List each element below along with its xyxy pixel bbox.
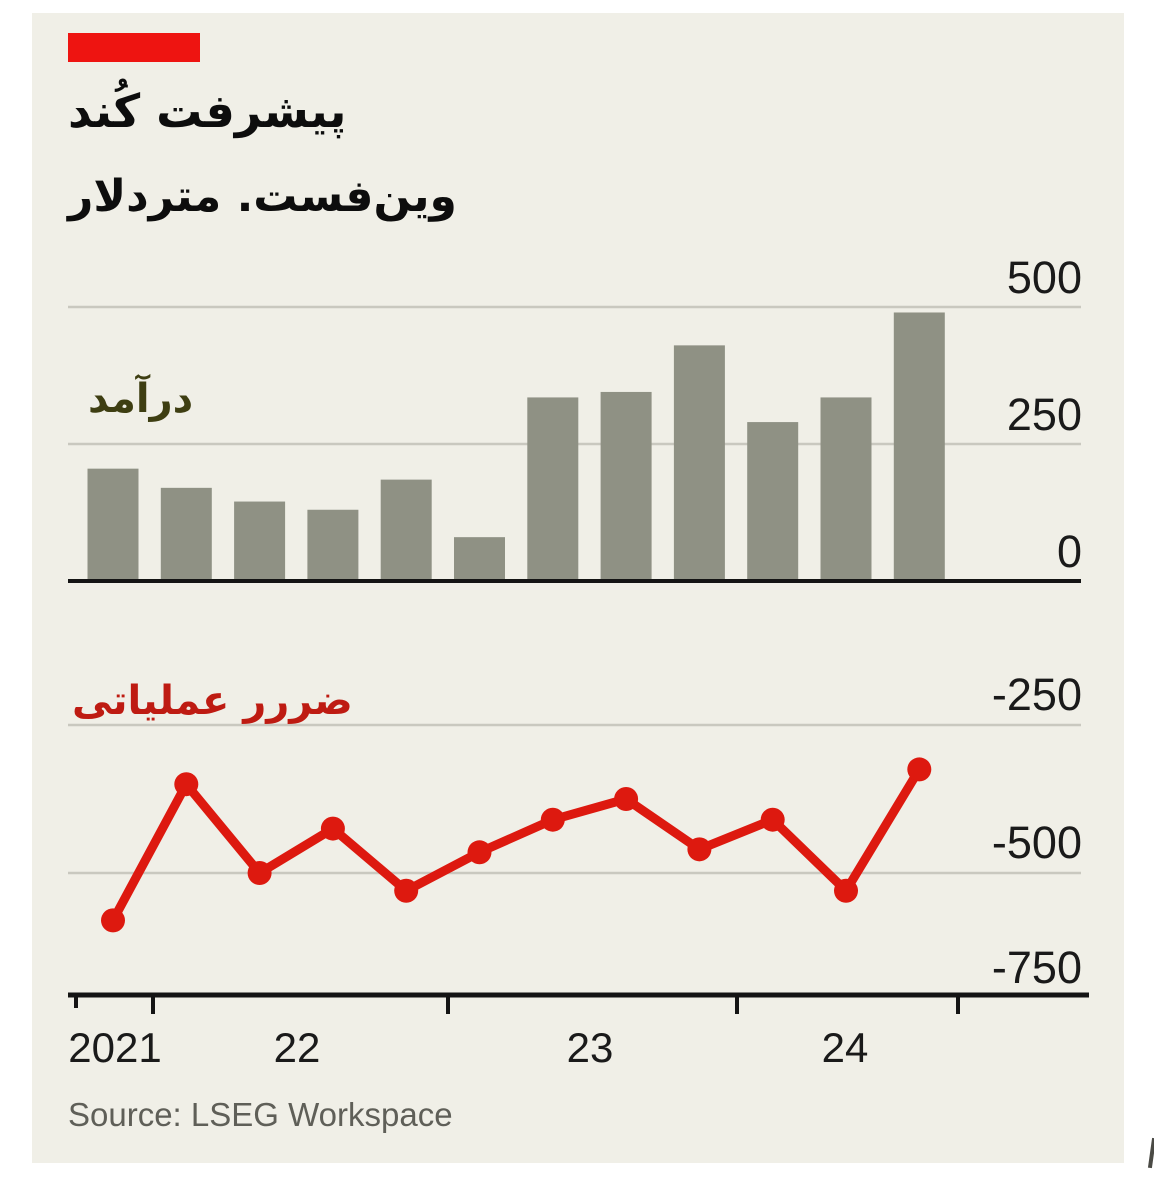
point-2022 Q2: [247, 861, 272, 885]
chart-panel: [32, 13, 1124, 1163]
bar-2023 Q4: [673, 345, 725, 583]
svg-text:-750: -750: [992, 942, 1082, 993]
bar-2023 Q3: [600, 391, 652, 583]
bar-2024 Q2: [820, 397, 872, 583]
svg-text:22: 22: [274, 1024, 321, 1071]
point-2022 Q4: [394, 878, 419, 903]
bar-2021 Q4: [87, 468, 139, 583]
point-2023 Q2: [540, 807, 565, 832]
chart-subtitle: وین‌فست. متردلار: [68, 171, 457, 222]
point-2022 Q3: [320, 816, 345, 841]
bar-2022 Q1: [160, 487, 212, 583]
svg-text:2021: 2021: [68, 1024, 161, 1071]
bar-2023 Q2: [527, 397, 579, 583]
source-credit: Source: LSEG Workspace: [68, 1096, 453, 1133]
point-2023 Q3: [614, 787, 639, 811]
point-2023 Q1: [467, 840, 492, 865]
svg-text:0: 0: [1057, 526, 1082, 577]
svg-text:23: 23: [567, 1024, 614, 1071]
svg-text:250: 250: [1007, 389, 1082, 440]
svg-text:24: 24: [822, 1024, 869, 1071]
bar-2022 Q3: [307, 509, 359, 583]
point-2021 Q4: [101, 908, 125, 933]
point-2022 Q1: [174, 772, 199, 797]
point-2024 Q3: [907, 757, 932, 782]
svg-text:-250: -250: [992, 669, 1082, 720]
bar-2024 Q3: [893, 312, 945, 583]
bar-2022 Q2: [234, 501, 286, 583]
bar-2022 Q4: [380, 479, 432, 583]
revenue-series-label: درآمد: [88, 376, 194, 422]
bar-2023 Q1: [454, 537, 505, 583]
loss-series-label: ضررر عملیاتی: [72, 678, 353, 724]
point-2024 Q2: [834, 878, 858, 903]
bar-2024 Q1: [747, 422, 799, 583]
point-2023 Q4: [687, 837, 712, 862]
svg-text:-500: -500: [992, 817, 1082, 868]
brand-tag: [68, 33, 200, 62]
point-2024 Q1: [760, 807, 785, 832]
chart-title: پیشرفت کُند: [68, 84, 347, 138]
svg-text:500: 500: [1007, 252, 1082, 303]
